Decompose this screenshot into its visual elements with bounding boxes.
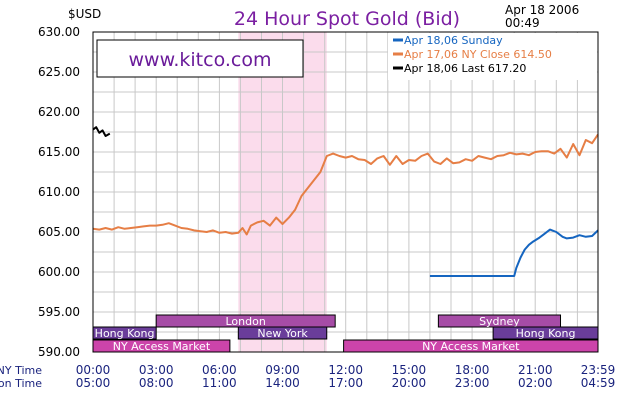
session-band-label: London [226,315,266,328]
y-tick-label: 610.00 [38,185,80,199]
y-tick-label: 605.00 [38,225,80,239]
chart-title: 24 Hour Spot Gold (Bid) [234,8,460,30]
x-tick-label-london: 11:00 [202,376,237,390]
x-tick-label-london: 02:00 [518,376,553,390]
legend-background [388,33,597,80]
date-stamp: Apr 18 2006 [505,3,579,17]
x-row-label-london: London Time [0,377,42,390]
y-tick-label: 620.00 [38,105,80,119]
price-series-line [92,133,599,236]
y-tick-label: 600.00 [38,265,80,279]
x-tick-label-ny: 21:00 [518,363,553,377]
session-band-label: New York [257,327,308,340]
y-axis-ticks: 630.00 625.00 620.00 615.00 610.00 605.00 600.… [38,25,80,359]
x-tick-label-ny: 09:00 [265,363,300,377]
legend-entry: Apr 17,06 NY Close 614.50 [404,48,552,61]
y-tick-label: 590.00 [38,345,80,359]
x-tick-label-london: 08:00 [139,376,174,390]
watermark-box: www.kitco.com [96,39,304,78]
x-row-label-ny: NY Time [0,364,42,377]
y-tick-label: 630.00 [38,25,80,39]
x-tick-label-ny: 15:00 [392,363,427,377]
x-tick-label-ny: 00:00 [76,363,111,377]
legend-entry: Apr 18,06 Sunday [404,34,503,47]
plot-frame [92,31,599,353]
x-tick-label-ny: 06:00 [202,363,237,377]
y-tick-label: 615.00 [38,145,80,159]
price-series-layer [92,126,599,277]
y-axis-unit: $USD [68,7,101,21]
session-band-label: Sydney [479,315,520,328]
session-band-label: Hong Kong [95,327,155,340]
y-tick-label: 595.00 [38,305,80,319]
x-tick-label-ny: 18:00 [455,363,490,377]
x-tick-label-london: 17:00 [328,376,363,390]
session-band-label: NY Access Market [422,340,520,353]
x-tick-label-london: 05:00 [76,376,111,390]
price-series-line [92,126,111,137]
y-tick-label: 625.00 [38,65,80,79]
x-tick-label-london: 23:00 [455,376,490,390]
session-band-label: Hong Kong [516,327,576,340]
x-tick-label-london: 04:59 [581,376,616,390]
x-tick-label-london: 20:00 [392,376,427,390]
session-band-label: NY Access Market [113,340,211,353]
watermark-frame [96,39,304,78]
x-tick-label-london: 14:00 [265,376,300,390]
time-stamp: 00:49 [505,16,540,30]
session-band [237,326,328,340]
x-tick-label-ny: 23:59 [581,363,616,377]
legend-entry: Apr 18,06 Last 617.20 [404,62,526,75]
x-axis-ticks: NY Time London Time 00:00 03:00 06:00 09:00… [0,363,615,390]
x-tick-label-ny: 12:00 [328,363,363,377]
watermark-url: www.kitco.com [128,49,271,71]
x-tick-label-ny: 03:00 [139,363,174,377]
grid-layer [93,32,598,352]
price-series-line [429,228,599,277]
